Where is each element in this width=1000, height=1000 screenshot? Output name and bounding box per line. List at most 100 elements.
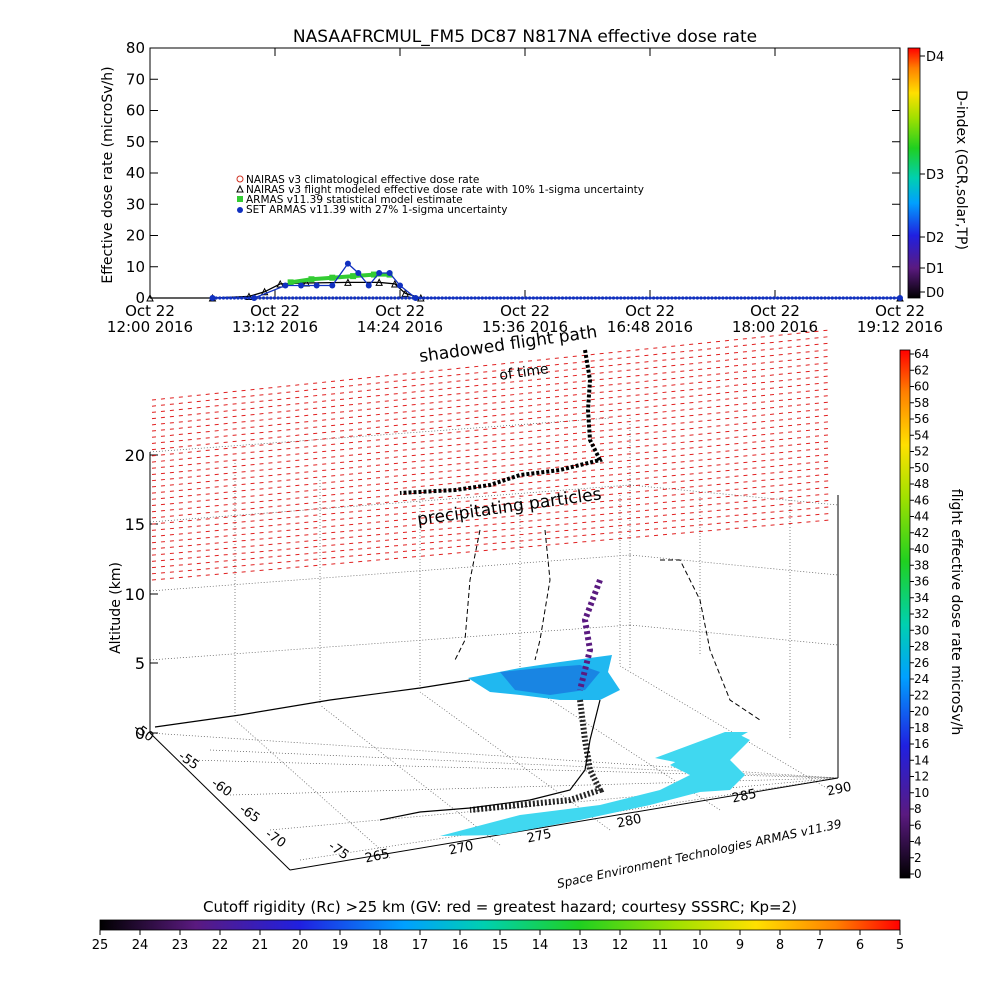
baseline-point <box>794 296 798 300</box>
baseline-point <box>349 296 353 300</box>
baseline-point <box>553 296 557 300</box>
baseline-point <box>458 296 463 300</box>
altitude-axis-label: Altitude (km) <box>108 562 124 654</box>
rigidity-tick-label: 25 <box>92 938 109 953</box>
baseline-point <box>586 296 590 300</box>
baseline-point <box>823 296 827 300</box>
mesh-line <box>151 460 831 525</box>
rigidity-tick-label: 13 <box>572 938 589 953</box>
mesh-line <box>151 408 831 475</box>
y-tick-label: 40 <box>126 164 145 182</box>
baseline-point <box>801 296 805 300</box>
box-edges <box>149 452 839 871</box>
baseline-point <box>885 296 889 300</box>
dose-cb-tick-label: 58 <box>914 396 929 410</box>
lon-tick-label: 280 <box>616 812 643 832</box>
baseline-point <box>724 296 729 300</box>
credit-text: Space Environment Technologies ARMAS v11… <box>556 817 843 891</box>
dose-plot-frame <box>149 47 901 299</box>
series-line <box>150 281 900 299</box>
dose-cb-tick-label: 50 <box>914 461 929 475</box>
lon-tick-label: 265 <box>364 847 391 867</box>
baseline-point <box>706 296 710 300</box>
lon-tick-label: 285 <box>731 787 758 807</box>
x-tick-time: 12:00 2016 <box>107 318 193 336</box>
baseline-point <box>845 296 849 300</box>
y-tick-label: 10 <box>126 258 145 276</box>
x-tick-time: 13:12 2016 <box>232 318 318 336</box>
baseline-point <box>404 296 408 300</box>
rigidity-tick-label: 23 <box>172 938 189 953</box>
baseline-point <box>641 296 645 300</box>
data-point <box>390 279 399 288</box>
baseline-point <box>393 296 397 300</box>
lon-tick-label: 275 <box>526 827 553 847</box>
baseline-point <box>451 296 455 300</box>
z-tick-label: 15 <box>125 515 145 534</box>
mesh-line <box>151 512 831 575</box>
x-tick-time: 14:24 2016 <box>357 318 443 336</box>
baseline-point <box>447 296 452 300</box>
baseline-point <box>539 296 543 300</box>
flight-path-shadow <box>154 679 601 821</box>
baseline-point <box>364 296 368 300</box>
baseline-point <box>714 296 718 300</box>
data-point <box>376 270 383 276</box>
mesh-line <box>151 388 831 457</box>
baseline-point <box>790 296 794 300</box>
y-tick-label: 70 <box>126 70 145 88</box>
dose-cb-tick-label: 56 <box>914 412 929 426</box>
baseline-point <box>287 296 291 300</box>
baseline-point <box>385 296 390 300</box>
lat-tick-label: -60 <box>208 776 234 800</box>
dose-cb-tick-label: 28 <box>914 640 929 654</box>
altitude-profile-dashed <box>454 529 761 721</box>
baseline-point <box>265 296 269 300</box>
baseline-point <box>633 296 638 300</box>
baseline-point <box>743 296 747 300</box>
longitude-ticks: 265 270 275 280 285 290 <box>364 780 853 867</box>
z-tick-label: 10 <box>125 585 145 604</box>
mesh-line <box>151 473 831 538</box>
rigidity-tick-label: 18 <box>372 938 389 953</box>
baseline-point <box>513 296 517 300</box>
baseline-point <box>345 296 349 300</box>
baseline-point <box>269 296 273 300</box>
baseline-point <box>889 296 893 300</box>
baseline-point <box>466 296 470 300</box>
baseline-point <box>247 296 251 300</box>
baseline-point <box>382 296 386 300</box>
baseline-point <box>535 296 539 300</box>
baseline-point <box>327 296 331 300</box>
baseline-point <box>681 296 685 300</box>
baseline-point <box>608 296 612 300</box>
baseline-point <box>746 296 751 300</box>
baseline-point <box>477 296 481 300</box>
d-index-tick-label: D0 <box>926 286 944 301</box>
rigidity-tick-label: 24 <box>132 938 149 953</box>
baseline-point <box>229 296 233 300</box>
mesh-line <box>151 486 831 550</box>
baseline-point <box>837 296 842 300</box>
baseline-point <box>717 296 721 300</box>
baseline-point <box>557 296 561 300</box>
mesh-line <box>151 434 831 500</box>
mesh-line <box>151 381 831 451</box>
rigidity-tick-label: 15 <box>492 938 509 953</box>
mesh-line <box>151 414 831 482</box>
baseline-point <box>549 296 554 300</box>
data-point <box>329 282 336 289</box>
baseline-point <box>254 296 258 300</box>
data-point <box>355 270 362 276</box>
dose-cb-tick-label: 42 <box>914 526 929 540</box>
d-index-colorbar <box>907 47 921 299</box>
flight-path-shadow-dense <box>469 699 605 813</box>
baseline-point <box>436 296 441 300</box>
baseline-point <box>298 296 302 300</box>
baseline-point <box>732 296 736 300</box>
baseline-point <box>334 296 339 300</box>
legend-marker <box>236 184 244 193</box>
lon-tick-label: 290 <box>826 780 853 800</box>
baseline-point <box>418 296 422 300</box>
